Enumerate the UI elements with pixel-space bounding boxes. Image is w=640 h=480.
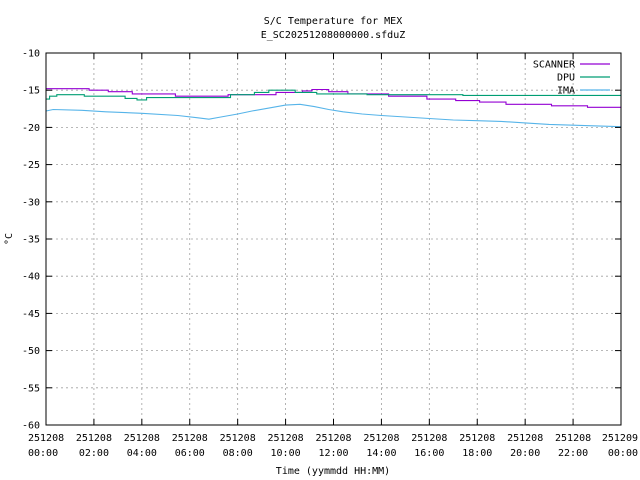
y-tick-label: -35: [22, 235, 40, 246]
x-tick-label-time: 16:00: [414, 448, 444, 459]
x-tick-label-date: 251208: [363, 433, 399, 444]
x-tick-label-time: 08:00: [223, 448, 253, 459]
x-tick-label-time: 00:00: [28, 448, 58, 459]
x-tick-label-time: 12:00: [318, 448, 348, 459]
x-tick-label-time: 20:00: [510, 448, 540, 459]
y-tick-label: -20: [22, 123, 40, 134]
x-tick-label-date: 251208: [507, 433, 543, 444]
x-tick-label-date: 251208: [220, 433, 256, 444]
x-tick-label-date: 251208: [315, 433, 351, 444]
x-tick-label-date: 251209: [602, 433, 638, 444]
y-tick-label: -10: [22, 49, 40, 60]
x-tick-label-date: 251208: [28, 433, 64, 444]
legend-label-ima: IMA: [557, 86, 575, 97]
y-tick-label: -25: [22, 160, 40, 171]
chart-title: S/C Temperature for MEX: [264, 16, 402, 27]
grid-lines: [46, 53, 621, 425]
x-tick-label-date: 251208: [555, 433, 591, 444]
legend-label-dpu: DPU: [557, 73, 575, 84]
y-tick-label: -60: [22, 421, 40, 432]
x-tick-labels: 251208 00:00 251208 02:00 251208 04:00 251208 0…: [28, 433, 638, 459]
x-tick-label-date: 251208: [411, 433, 447, 444]
y-axis-title: °C: [4, 233, 15, 245]
series-line-ima: [45, 103, 622, 128]
x-tick-label-time: 06:00: [175, 448, 205, 459]
x-tick-label-date: 251208: [76, 433, 112, 444]
series-lines: [45, 88, 622, 128]
x-tick-label-date: 251208: [124, 433, 160, 444]
y-tick-label: -55: [22, 383, 40, 394]
x-tick-label-time: 10:00: [271, 448, 301, 459]
x-axis-title: Time (yymmdd HH:MM): [276, 466, 390, 477]
chart-subtitle: E_SC20251208000000.sfduZ: [261, 30, 406, 41]
x-tick-label-time: 04:00: [127, 448, 157, 459]
axis-ticks: [45, 52, 622, 426]
x-tick-label-time: 14:00: [366, 448, 396, 459]
y-tick-label: -50: [22, 346, 40, 357]
series-line-dpu: [46, 89, 621, 101]
x-tick-label-date: 251208: [459, 433, 495, 444]
y-tick-label: -45: [22, 309, 40, 320]
x-tick-label-time: 18:00: [462, 448, 492, 459]
y-tick-label: -30: [22, 197, 40, 208]
x-tick-label-date: 251208: [268, 433, 304, 444]
legend-label-scanner: SCANNER: [533, 60, 576, 71]
x-tick-label-date: 251208: [172, 433, 208, 444]
legend: SCANNER DPU IMA: [533, 60, 610, 97]
y-tick-label: -40: [22, 272, 40, 283]
x-tick-label-time: 22:00: [558, 448, 588, 459]
series-line-scanner: [46, 88, 621, 108]
x-tick-label-time: 02:00: [79, 448, 109, 459]
y-tick-label: -15: [22, 86, 40, 97]
y-tick-labels: -10 -15 -20 -25 -30 -35 -40 -45 -50 -55 -60: [22, 49, 40, 432]
x-tick-label-time: 00:00: [608, 448, 638, 459]
